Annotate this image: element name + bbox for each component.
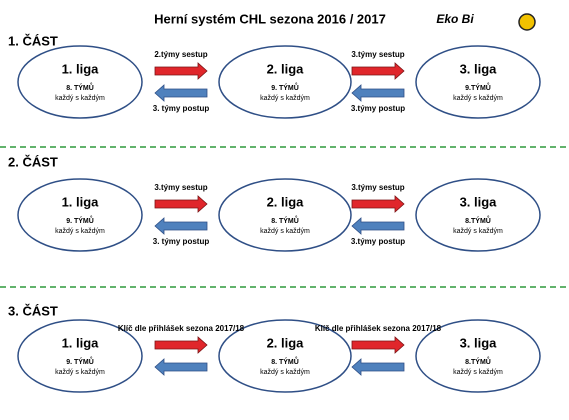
- arrow-label: 3.týmy postup: [351, 237, 405, 246]
- section-title: 2. ČÁST: [8, 154, 58, 169]
- arrow-label: 3. týmy postup: [153, 237, 210, 246]
- league-format: každý s každým: [55, 369, 105, 376]
- arrow-label: 2.týmy sestup: [154, 50, 207, 59]
- league-teams: 9.TÝMŮ: [465, 82, 491, 92]
- league-format: každý s každým: [260, 228, 310, 235]
- arrow-left: [154, 84, 208, 102]
- arrow-right: [351, 195, 405, 213]
- league-format: každý s každým: [260, 369, 310, 376]
- arrow-label: 3. týmy postup: [153, 104, 210, 113]
- section-title: 1. ČÁST: [8, 33, 58, 48]
- league-name: 3. liga: [460, 194, 498, 209]
- league-teams: 9. TÝMŮ: [66, 356, 94, 366]
- league-name: 1. liga: [62, 194, 100, 209]
- league-format: každý s každým: [453, 228, 503, 235]
- league-ellipse: [415, 45, 541, 119]
- league-teams: 8. TÝMŮ: [271, 356, 299, 366]
- league-format: každý s každým: [55, 228, 105, 235]
- logo: Eko Bi: [436, 12, 474, 26]
- league-format: každý s každým: [453, 95, 503, 102]
- arrow-right: [154, 195, 208, 213]
- league-teams: 8. TÝMŮ: [66, 82, 94, 92]
- league-ellipse: [218, 45, 352, 119]
- arrow-label: 3.týmy sestup: [154, 183, 207, 192]
- arrow-left: [154, 358, 208, 376]
- arrow-left: [351, 84, 405, 102]
- league-teams: 8.TÝMŮ: [465, 215, 491, 225]
- arrow-left: [351, 217, 405, 235]
- arrow-label: 3.týmy postup: [351, 104, 405, 113]
- arrow-label: 3.týmy sestup: [351, 183, 404, 192]
- league-teams: 8. TÝMŮ: [271, 215, 299, 225]
- league-ellipse: [218, 178, 352, 252]
- arrow-label: Klíč dle přihlášek sezona 2017/18: [315, 324, 442, 333]
- league-ellipse: [17, 45, 143, 119]
- title: Herní systém CHL sezona 2016 / 2017: [154, 11, 386, 26]
- arrow-label: 3.týmy sestup: [351, 50, 404, 59]
- league-name: 1. liga: [62, 335, 100, 350]
- arrow-right: [154, 336, 208, 354]
- league-format: každý s každým: [260, 95, 310, 102]
- arrow-right: [154, 62, 208, 80]
- league-ellipse: [218, 319, 352, 393]
- league-name: 2. liga: [267, 335, 305, 350]
- section-title: 3. ČÁST: [8, 303, 58, 318]
- arrow-right: [351, 62, 405, 80]
- league-format: každý s každým: [453, 369, 503, 376]
- league-name: 2. liga: [267, 194, 305, 209]
- league-ellipse: [415, 178, 541, 252]
- league-name: 3. liga: [460, 335, 498, 350]
- league-ellipse: [17, 178, 143, 252]
- arrow-left: [154, 217, 208, 235]
- league-ellipse: [415, 319, 541, 393]
- logo-icon: [518, 13, 536, 31]
- league-teams: 9. TÝMŮ: [271, 82, 299, 92]
- league-name: 1. liga: [62, 61, 100, 76]
- arrow-left: [351, 358, 405, 376]
- league-name: 2. liga: [267, 61, 305, 76]
- arrow-right: [351, 336, 405, 354]
- league-name: 3. liga: [460, 61, 498, 76]
- league-ellipse: [17, 319, 143, 393]
- league-teams: 8.TÝMŮ: [465, 356, 491, 366]
- league-teams: 9. TÝMŮ: [66, 215, 94, 225]
- arrow-label: Klíč dle přihlášek sezona 2017/18: [118, 324, 245, 333]
- league-format: každý s každým: [55, 95, 105, 102]
